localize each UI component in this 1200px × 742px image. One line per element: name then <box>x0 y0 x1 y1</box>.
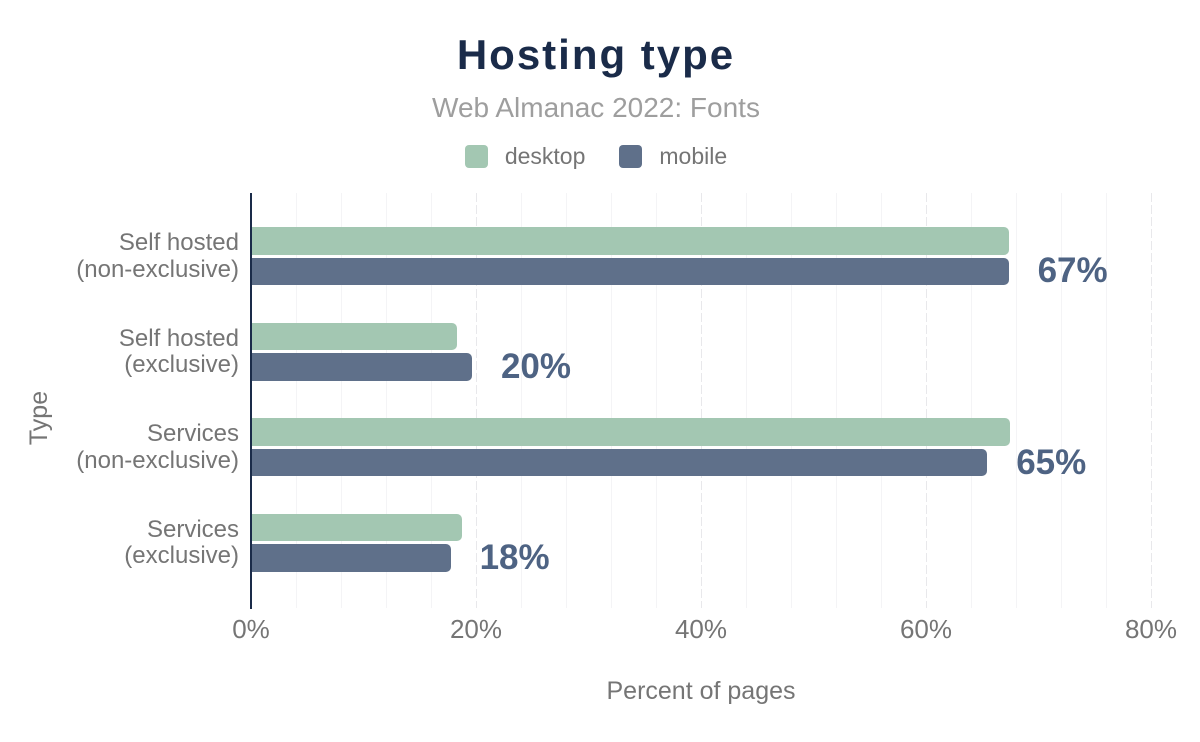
gridline-minor <box>430 193 432 608</box>
legend: desktop mobile <box>0 145 1192 168</box>
category-label-2: Services (non-exclusive) <box>0 421 239 474</box>
gridline-minor <box>835 193 837 608</box>
chart-subtitle: Web Almanac 2022: Fonts <box>432 92 760 123</box>
legend-label-mobile: mobile <box>659 143 728 169</box>
gridline-major <box>475 193 477 608</box>
gridline-minor <box>520 193 522 608</box>
legend-swatch-mobile <box>619 145 643 168</box>
legend-item-desktop: desktop <box>464 143 586 169</box>
x-tick-label-4: 80% <box>1124 614 1178 644</box>
chart-title: Hosting type <box>456 31 736 78</box>
plot-area: 67% 20% 65% 18% <box>251 193 1162 608</box>
y-axis-line <box>249 193 252 609</box>
bar-desktop-1 <box>251 322 458 351</box>
bar-mobile-0 <box>251 257 1009 286</box>
gridline-minor <box>610 193 612 608</box>
legend-label-desktop: desktop <box>504 143 586 169</box>
gridline-minor <box>385 193 387 608</box>
category-label-line2: (non-exclusive) <box>76 255 239 283</box>
legend-swatch-desktop <box>464 145 488 168</box>
gridline-minor <box>970 193 972 608</box>
x-tick-label-3: 60% <box>899 614 953 644</box>
category-label-line2: (non-exclusive) <box>76 446 239 474</box>
category-label-0: Self hosted (non-exclusive) <box>0 230 239 283</box>
category-label-1: Self hosted (exclusive) <box>0 324 239 379</box>
gridline-major <box>700 193 702 608</box>
bar-mobile-2 <box>251 448 988 477</box>
legend-item-mobile: mobile <box>619 145 727 168</box>
value-label-2: 65% <box>1016 442 1087 482</box>
x-tick-label-0: 0% <box>232 614 270 644</box>
y-axis-title: Type <box>25 390 53 446</box>
gridline-minor <box>880 193 882 608</box>
gridline-minor <box>790 193 792 608</box>
gridline-minor <box>1060 193 1062 608</box>
value-label-0: 67% <box>1037 251 1108 291</box>
x-tick-label-2: 40% <box>674 614 728 644</box>
bar-desktop-0 <box>251 227 1009 255</box>
gridline-minor <box>295 193 297 608</box>
bar-mobile-1 <box>251 353 472 381</box>
gridline-major <box>925 193 927 608</box>
bar-desktop-3 <box>251 513 462 542</box>
gridline-minor <box>340 193 342 608</box>
gridline-minor <box>1015 193 1017 608</box>
bar-desktop-2 <box>251 418 1010 446</box>
category-label-line2: (exclusive) <box>124 351 239 379</box>
value-label-1: 20% <box>500 346 572 386</box>
gridline-minor <box>655 193 657 608</box>
value-label-3: 18% <box>479 538 550 578</box>
category-label-3: Services (exclusive) <box>0 515 239 570</box>
category-label-line2: (exclusive) <box>124 542 239 570</box>
category-label-line1: Services <box>146 420 239 448</box>
category-label-line1: Self hosted <box>118 324 239 352</box>
gridline-minor <box>745 193 747 608</box>
category-label-line1: Self hosted <box>118 229 239 257</box>
bar-mobile-3 <box>251 544 451 572</box>
x-tick-label-1: 20% <box>449 614 503 644</box>
category-label-line1: Services <box>146 515 239 543</box>
gridline-minor <box>565 193 567 608</box>
x-axis-title: Percent of pages <box>606 677 796 705</box>
gridline-major <box>1150 193 1152 608</box>
gridline-minor <box>1105 193 1107 608</box>
